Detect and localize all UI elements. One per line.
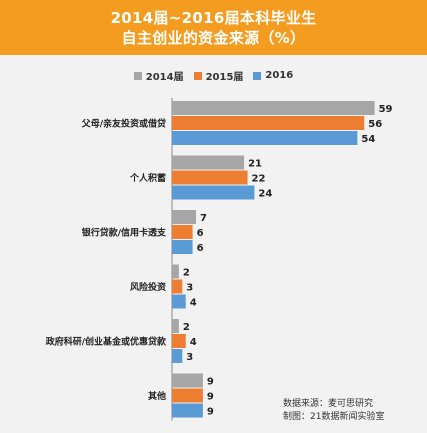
data-label: 54 — [361, 134, 375, 145]
data-label: 6 — [197, 228, 204, 239]
chart-header: 2014届~2016届本科毕业生 自主创业的资金来源（%） — [0, 0, 427, 55]
legend-swatch-2014 — [133, 71, 142, 80]
data-label: 6 — [197, 243, 204, 254]
bar-2014届-1 — [172, 155, 245, 170]
category-label: 个人积蓄 — [129, 172, 166, 184]
data-label: 7 — [200, 213, 207, 224]
data-label: 4 — [190, 298, 197, 309]
data-label: 9 — [207, 377, 214, 388]
data-label: 24 — [258, 189, 272, 200]
data-label: 9 — [207, 392, 214, 403]
bar-2016-2 — [172, 240, 193, 254]
category-label: 其他 — [148, 390, 166, 402]
bar-2016-3 — [172, 294, 186, 309]
bar-2015届-3 — [172, 279, 183, 294]
bar-2016-4 — [172, 349, 183, 363]
bar-2016-1 — [172, 185, 255, 200]
data-label: 3 — [186, 283, 193, 294]
data-label: 2 — [183, 322, 190, 333]
legend-item-2015: 2015届 — [193, 68, 244, 83]
bar-2015届-2 — [172, 225, 193, 239]
bar-2015届-5 — [172, 388, 203, 403]
bar-2014届-0 — [172, 101, 375, 115]
chart-legend: 2014届 2015届 2016 — [0, 68, 427, 83]
bar-2014届-5 — [172, 373, 203, 388]
legend-label-2014: 2014届 — [145, 72, 184, 83]
data-label: 4 — [190, 337, 197, 348]
source-line-2: 制图：21数据新闻实验室 — [283, 412, 385, 422]
category-label: 银行贷款/信用卡透支 — [82, 227, 167, 239]
legend-label-2016: 2016 — [265, 70, 294, 81]
category-label: 父母/亲友投资或借贷 — [81, 118, 166, 130]
legend-item-2016: 2016 — [253, 70, 293, 81]
source-line-1: 数据来源：麦可思研究 — [283, 399, 374, 409]
data-label: 21 — [248, 159, 262, 170]
bar-2016-5 — [172, 403, 203, 418]
data-label: 56 — [368, 119, 382, 130]
bar-2015届-1 — [172, 170, 248, 185]
source-note: 数据来源：麦可思研究 制图：21数据新闻实验室 — [283, 398, 384, 424]
legend-swatch-2016 — [253, 71, 262, 80]
data-label: 9 — [207, 407, 214, 418]
data-label: 2 — [183, 268, 190, 279]
bar-2015届-0 — [172, 116, 365, 130]
bar-2014届-4 — [172, 319, 179, 333]
legend-label-2015: 2015届 — [205, 72, 244, 83]
data-label: 3 — [186, 352, 193, 363]
bar-2014届-2 — [172, 210, 197, 224]
chart-title-line-1: 2014届~2016届本科毕业生 — [110, 8, 317, 27]
data-label: 59 — [379, 104, 393, 115]
chart-title-line-2: 自主创业的资金来源（%） — [121, 28, 306, 47]
category-label: 风险投资 — [130, 281, 166, 293]
legend-item-2014: 2014届 — [133, 68, 184, 83]
data-label: 22 — [252, 174, 266, 185]
bar-2015届-4 — [172, 334, 186, 348]
bar-2016-0 — [172, 131, 358, 145]
bar-2014届-3 — [172, 264, 179, 279]
legend-swatch-2015 — [193, 71, 202, 80]
category-label: 政府科研/创业基金或优惠贷款 — [46, 336, 167, 348]
